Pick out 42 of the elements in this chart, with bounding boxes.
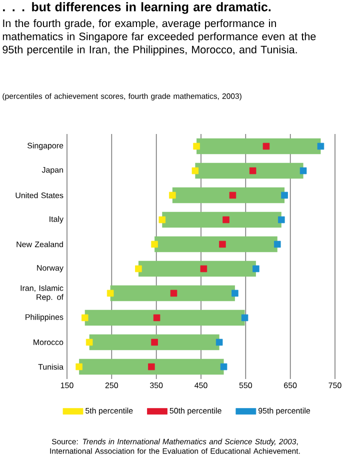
- point: [241, 314, 248, 322]
- point: [249, 167, 256, 174]
- bar: [110, 285, 235, 302]
- bar: [89, 334, 220, 350]
- point: [86, 338, 93, 346]
- point: [148, 363, 155, 370]
- point: [200, 265, 208, 272]
- point: [274, 240, 281, 248]
- point: [216, 338, 223, 346]
- point: [220, 363, 228, 370]
- point: [278, 216, 285, 224]
- point: [222, 216, 230, 224]
- chart-subtitle: In the fourth grade, for example, average performance in mathematics in Singapore far exceeded performance even at the 95th percentile in Iran, the Philippines, Morocco, and Tunisia.: [2, 19, 316, 56]
- point: [135, 265, 142, 272]
- bar: [79, 358, 224, 375]
- point: [219, 240, 226, 248]
- point: [169, 192, 176, 199]
- bar: [195, 162, 304, 179]
- point: [300, 167, 307, 174]
- point: [252, 265, 260, 272]
- point: [151, 338, 158, 346]
- bar: [162, 212, 282, 228]
- bar: [196, 138, 321, 154]
- point: [281, 192, 288, 199]
- point: [193, 142, 200, 150]
- point: [158, 216, 166, 224]
- point: [106, 290, 114, 297]
- point: [153, 314, 160, 322]
- point: [192, 167, 199, 174]
- point: [81, 314, 88, 322]
- bar: [154, 236, 278, 252]
- point: [76, 363, 82, 370]
- point: [170, 290, 178, 297]
- bar: [84, 310, 245, 326]
- bar: [138, 260, 256, 277]
- chart-title: . . . but differences in learning are dramatic.: [3, 2, 271, 14]
- point: [229, 192, 236, 199]
- point: [151, 240, 158, 248]
- point: [262, 142, 270, 150]
- point: [232, 290, 238, 297]
- point: [317, 142, 324, 150]
- bar: [172, 187, 285, 204]
